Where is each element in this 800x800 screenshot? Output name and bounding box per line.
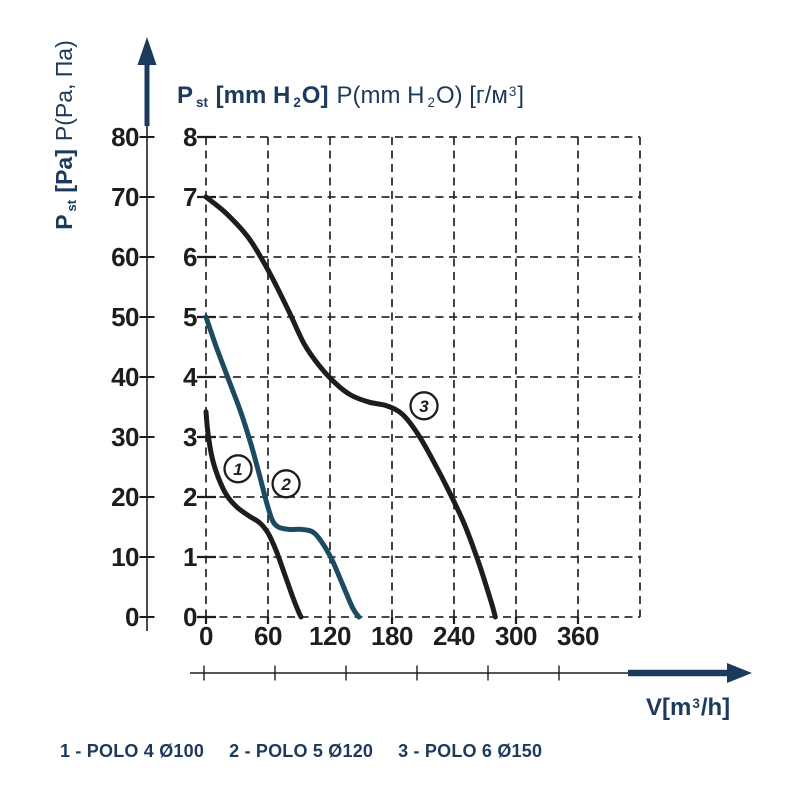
y-inner-tick-label: 7 bbox=[183, 182, 197, 212]
y-inner-tick-label: 2 bbox=[183, 482, 197, 512]
curve-2-polo-5-120 bbox=[203, 314, 362, 620]
curves bbox=[203, 194, 498, 620]
y-outer-tick-label: 0 bbox=[125, 602, 139, 632]
y-outer-tick-label: 80 bbox=[111, 122, 139, 152]
x-axis-title: V[m3/h] bbox=[646, 694, 731, 721]
y-arrow-head-icon bbox=[137, 37, 157, 65]
legend-item-1: 1 - POLO 4 Ø100 bbox=[60, 741, 205, 761]
marker-label-1: 1 bbox=[233, 460, 242, 479]
y-outer-tick-label: 60 bbox=[111, 242, 139, 272]
y-axis-outer-title: Pst [Pa] P(Pa, Па) bbox=[49, 0, 79, 275]
x-arrow-head-icon bbox=[727, 663, 752, 683]
legend-item-2: 2 - POLO 5 Ø120 bbox=[229, 741, 374, 761]
y-outer-title-regular: P(Pa, Па) bbox=[51, 40, 77, 142]
x-tick-label: 180 bbox=[371, 621, 413, 651]
x-axis-ruler bbox=[190, 663, 752, 683]
y-inner-tick-label: 3 bbox=[183, 422, 197, 452]
legend: 1 - POLO 4 Ø100 2 - POLO 5 Ø120 3 - POLO 6… bbox=[60, 741, 542, 762]
legend-item-3: 3 - POLO 6 Ø150 bbox=[398, 741, 543, 761]
y-inner-tick-label: 1 bbox=[183, 542, 197, 572]
marker-circle-2 bbox=[271, 469, 301, 499]
tick-stubs bbox=[197, 135, 580, 624]
y-inner-tick-label: 0 bbox=[183, 602, 197, 632]
y-outer-title-bold: Pst [Pa] bbox=[51, 149, 79, 230]
marker-label-2: 2 bbox=[280, 475, 291, 494]
grid bbox=[205, 136, 641, 618]
y-outer-tick-label: 70 bbox=[111, 182, 139, 212]
y-outer-tick-label: 20 bbox=[111, 482, 139, 512]
x-tick-label: 360 bbox=[557, 621, 599, 651]
y-outer-tick-label: 10 bbox=[111, 542, 139, 572]
curve-3-polo-6-150 bbox=[203, 194, 498, 620]
x-tick-label: 300 bbox=[495, 621, 537, 651]
x-tick-label: 240 bbox=[433, 621, 475, 651]
y-inner-tick-label: 4 bbox=[183, 362, 197, 392]
y-inner-title-regular: P(mm H 2O) [г/м3] bbox=[336, 82, 525, 110]
y-outer-tick-label: 30 bbox=[111, 422, 139, 452]
y-outer-tick-label: 50 bbox=[111, 302, 139, 332]
y-outer-tick-label: 40 bbox=[111, 362, 139, 392]
x-tick-label: 120 bbox=[309, 621, 351, 651]
y-axis-outer bbox=[137, 37, 157, 631]
x-tick-label: 0 bbox=[199, 621, 213, 651]
y-inner-tick-label: 6 bbox=[183, 242, 197, 272]
y-inner-tick-label: 8 bbox=[183, 122, 197, 152]
curve-1-polo-4-100 bbox=[203, 409, 304, 620]
x-tick-label: 60 bbox=[254, 621, 282, 651]
curve-markers: 1 2 3 bbox=[223, 391, 439, 499]
marker-circle-1 bbox=[223, 454, 253, 484]
marker-circle-3 bbox=[409, 391, 439, 421]
y-inner-tick-label: 5 bbox=[183, 302, 197, 332]
marker-label-3: 3 bbox=[419, 397, 429, 416]
